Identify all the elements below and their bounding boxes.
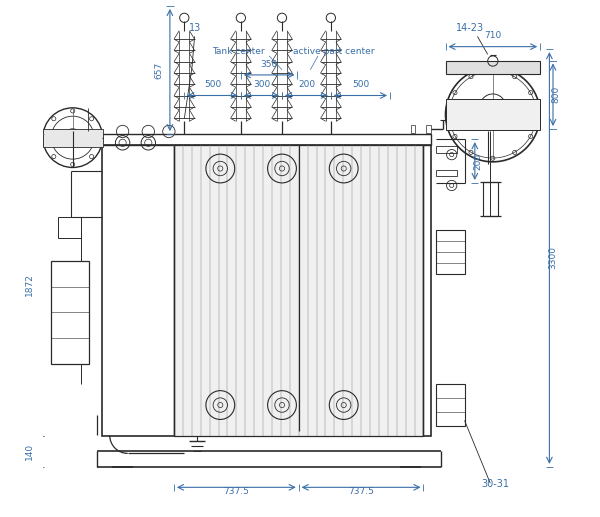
- Bar: [58, 217, 82, 238]
- Text: 500: 500: [204, 80, 221, 89]
- Text: 14-23: 14-23: [455, 23, 484, 33]
- Text: 1872: 1872: [25, 273, 34, 296]
- Bar: [43, 129, 103, 147]
- Text: 800: 800: [552, 86, 561, 103]
- Text: 30-31: 30-31: [481, 479, 509, 489]
- Text: 300: 300: [253, 80, 270, 89]
- Bar: [446, 61, 540, 74]
- Text: Tank center: Tank center: [212, 48, 265, 56]
- Bar: [102, 134, 431, 145]
- Text: 500: 500: [352, 80, 369, 89]
- Bar: [436, 230, 464, 274]
- Text: 200: 200: [473, 153, 482, 170]
- Text: 13: 13: [188, 23, 201, 33]
- Text: active part center: active part center: [293, 48, 374, 56]
- Text: 350: 350: [260, 60, 278, 69]
- Bar: [50, 261, 89, 364]
- Text: 200: 200: [298, 80, 315, 89]
- Text: 737.5: 737.5: [223, 487, 250, 496]
- Bar: [436, 170, 457, 176]
- Bar: [174, 145, 424, 436]
- Text: 657: 657: [155, 62, 164, 79]
- Bar: [102, 145, 431, 436]
- Text: 737.5: 737.5: [348, 487, 374, 496]
- Text: 710: 710: [484, 32, 502, 40]
- Bar: [446, 99, 540, 130]
- Bar: [427, 125, 431, 133]
- Text: 3300: 3300: [548, 247, 557, 269]
- Bar: [483, 183, 498, 216]
- Text: 140: 140: [25, 443, 34, 460]
- Bar: [436, 385, 464, 425]
- Bar: [411, 125, 415, 133]
- Bar: [436, 146, 457, 153]
